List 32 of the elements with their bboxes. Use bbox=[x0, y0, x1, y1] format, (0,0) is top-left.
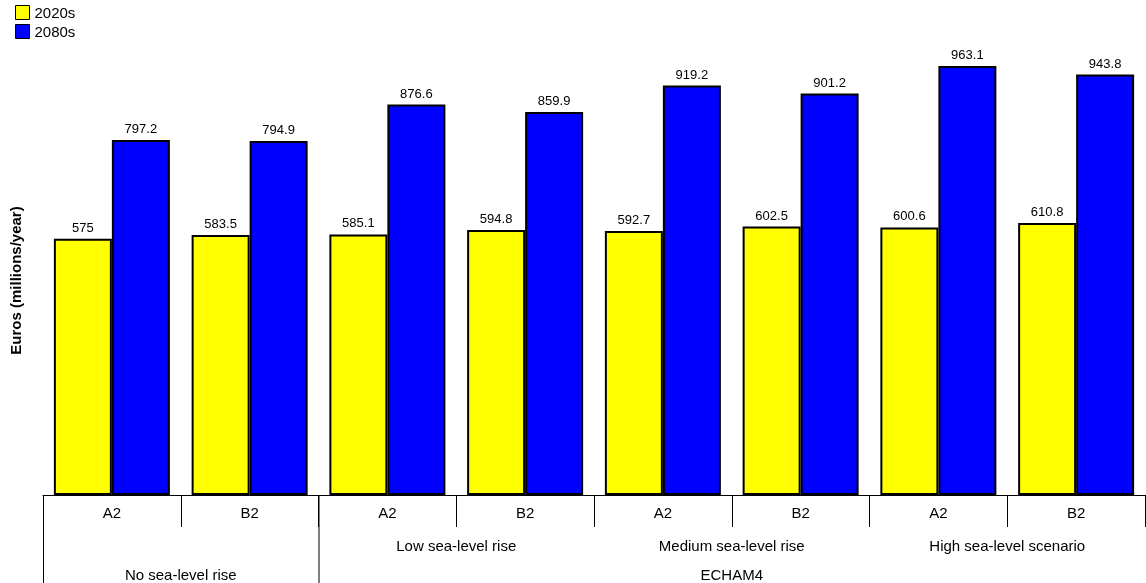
data-label: 901.2 bbox=[813, 74, 846, 90]
text: Low sea-level rise bbox=[396, 536, 517, 554]
data-label: 610.8 bbox=[1030, 203, 1064, 219]
x-tick-label: B2 bbox=[515, 504, 535, 521]
data-label: 794.9 bbox=[262, 121, 295, 137]
data-label: 585.1 bbox=[342, 215, 375, 231]
data-label: 583.5 bbox=[204, 216, 237, 232]
text: No sea-level rise bbox=[124, 565, 237, 583]
data-label: 600.6 bbox=[893, 208, 926, 224]
data-label: 943.8 bbox=[1088, 55, 1122, 71]
data-label: 594.8 bbox=[479, 211, 513, 227]
x-tick-label: B2 bbox=[240, 504, 259, 521]
data-label: 963.1 bbox=[951, 47, 984, 62]
x-tick-label: A2 bbox=[929, 504, 948, 521]
x-tick-label: A2 bbox=[378, 504, 397, 521]
x-tick-label: B2 bbox=[1066, 504, 1086, 521]
data-label: 919.2 bbox=[675, 66, 709, 82]
x-tick-label: B2 bbox=[791, 504, 810, 521]
x-tick-label: A2 bbox=[102, 504, 122, 521]
data-label: 592.7 bbox=[617, 211, 651, 227]
legend-label: 2080s bbox=[34, 23, 76, 40]
legend-label: 2020s bbox=[34, 4, 76, 21]
data-label: 797.2 bbox=[124, 120, 158, 136]
data-label: 575 bbox=[72, 219, 94, 235]
text: High sea-level scenario bbox=[929, 536, 1086, 554]
y-axis-title: Euros (millions/year) bbox=[7, 206, 24, 355]
data-label: 876.6 bbox=[400, 85, 433, 101]
data-label: 859.9 bbox=[537, 92, 571, 108]
text: Medium sea-level rise bbox=[658, 536, 805, 554]
text: ECHAM4 bbox=[700, 565, 764, 583]
data-label: 602.5 bbox=[755, 207, 788, 223]
x-tick-label: A2 bbox=[653, 504, 673, 521]
